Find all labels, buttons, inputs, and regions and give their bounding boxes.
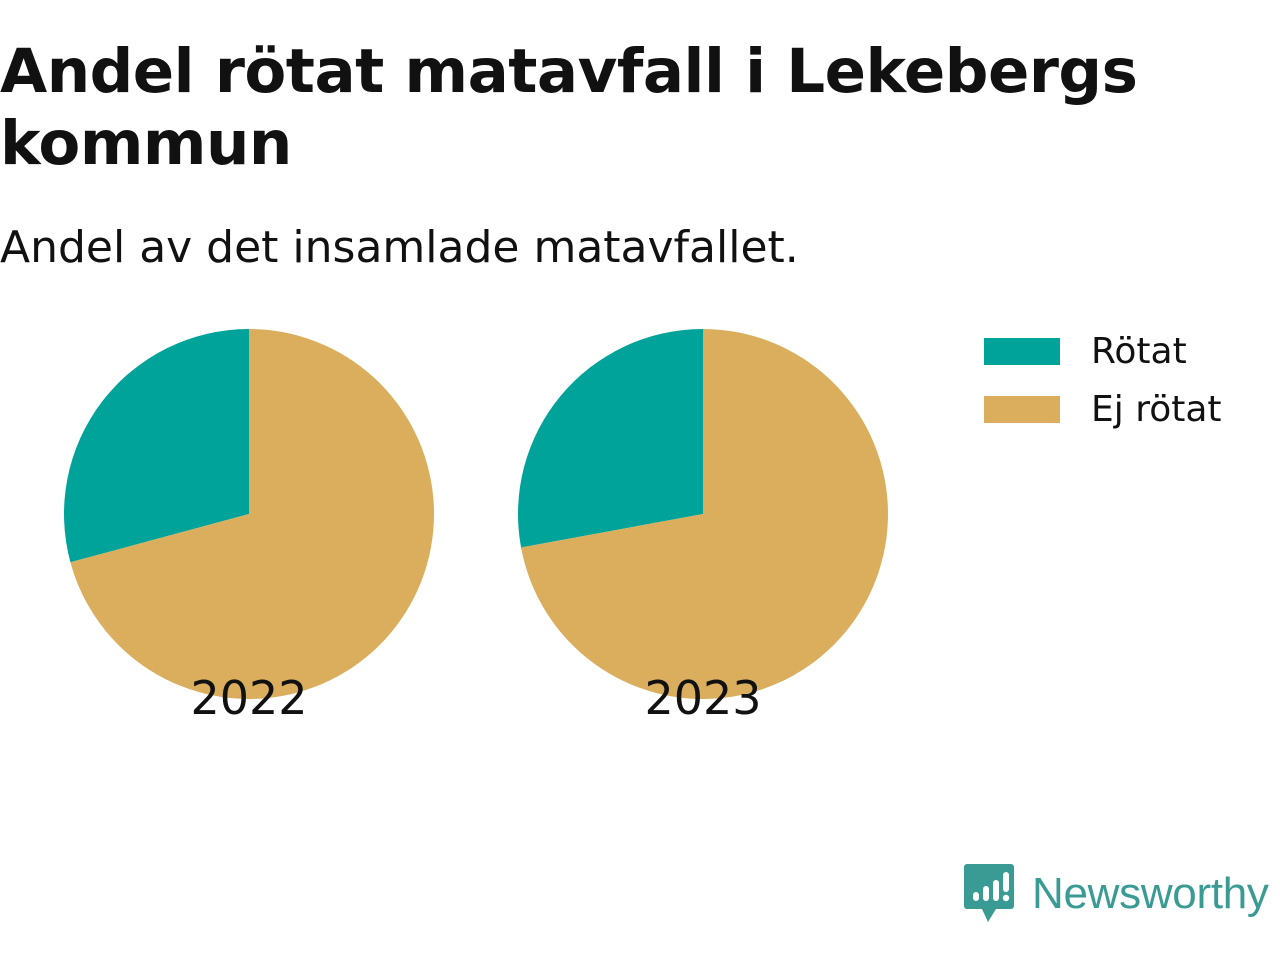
- chart-subtitle: Andel av det insamlade matavfallet.: [0, 222, 799, 273]
- pie-slice-ej-r-tat[interactable]: [70, 329, 435, 699]
- pie-slice-r-tat[interactable]: [517, 329, 703, 548]
- brand-name: Newsworthy: [1032, 869, 1269, 918]
- chart-title: Andel rötat matavfall i Lekebergs kommun: [0, 36, 1138, 179]
- legend-item-rotat[interactable]: Rötat: [984, 322, 1222, 380]
- legend-label: Ej rötat: [1091, 388, 1222, 430]
- legend-item-ej-rotat[interactable]: Ej rötat: [984, 380, 1222, 438]
- legend-label: Rötat: [1091, 330, 1187, 372]
- legend-swatch: [984, 395, 1060, 423]
- pie-year-label: 2023: [644, 671, 761, 725]
- pie-slice-ej-r-tat[interactable]: [521, 329, 888, 699]
- pie-year-label: 2022: [190, 671, 307, 725]
- pie-chart-2022: 2022: [63, 329, 435, 725]
- pie-chart-2023: 2023: [517, 329, 888, 725]
- legend-swatch: [984, 337, 1060, 365]
- newsworthy-brand: Newsworthy: [964, 864, 1269, 924]
- legend: Rötat Ej rötat: [984, 322, 1222, 438]
- newsworthy-logo-icon: [964, 864, 1014, 922]
- pie-slice-r-tat[interactable]: [63, 329, 250, 563]
